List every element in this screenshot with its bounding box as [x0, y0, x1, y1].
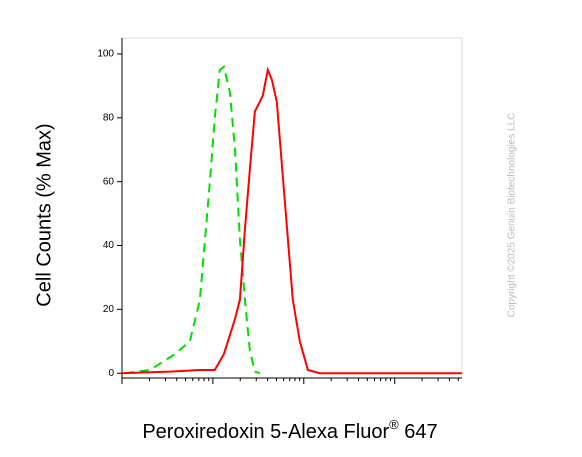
y-tick-label: 0: [108, 368, 114, 379]
x-label-part: Peroxiredoxin 5-Alexa Fluor: [142, 421, 389, 443]
x-label-part: 647: [399, 421, 438, 443]
watermark: Copyright ©2025 Genuin Biotechnologies L…: [507, 113, 518, 318]
series-line: [121, 66, 462, 375]
y-tick-label: 100: [97, 49, 114, 60]
x-axis-label: Peroxiredoxin 5-Alexa Fluor® 647: [142, 417, 437, 443]
series-line: [124, 64, 261, 375]
y-tick-label: 20: [103, 304, 115, 315]
y-axis-label: Cell Counts (% Max): [33, 123, 55, 306]
y-tick-label: 60: [103, 176, 115, 187]
plot-frame: [121, 37, 463, 379]
y-tick-label: 80: [103, 112, 115, 123]
y-tick-label: 40: [103, 240, 115, 251]
x-label-sup: ®: [389, 417, 399, 432]
